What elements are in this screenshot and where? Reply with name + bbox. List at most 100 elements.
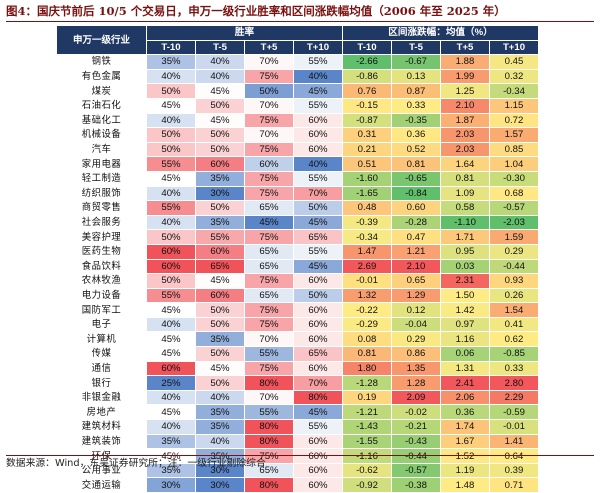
return-cell: 0.93 — [488, 273, 540, 289]
return-cell: -0.57 — [488, 200, 540, 216]
win-rate-cell: 75% — [244, 316, 294, 333]
win-rate-cell: 35% — [195, 214, 245, 231]
sub-header-win-tplus5: T+5 — [244, 39, 294, 56]
return-cell: 0.48 — [342, 200, 392, 216]
return-cell: 0.32 — [488, 68, 540, 85]
return-cell: 0.72 — [488, 112, 540, 129]
return-cell: 1.21 — [391, 243, 441, 260]
win-rate-cell: 70% — [244, 127, 294, 143]
industry-name: 家用电器 — [56, 156, 147, 172]
return-cell: 2.69 — [342, 258, 392, 275]
industry-name: 石油石化 — [56, 97, 147, 114]
win-rate-cell: 55% — [244, 404, 294, 421]
win-rate-cell: 50% — [146, 229, 196, 245]
return-cell: -1.28 — [342, 375, 392, 391]
win-rate-cell: 55% — [293, 170, 343, 187]
win-rate-cell: 50% — [146, 127, 196, 143]
win-rate-cell: 60% — [293, 331, 343, 348]
industry-name: 非银金融 — [56, 389, 147, 406]
win-rate-cell: 60% — [293, 360, 343, 377]
return-cell: 1.87 — [440, 112, 490, 129]
return-cell: -0.01 — [488, 419, 540, 435]
win-rate-cell: 40% — [195, 68, 245, 85]
return-cell: 2.06 — [440, 389, 490, 406]
return-cell: 1.04 — [488, 156, 540, 172]
table-row: 计算机 45% 35% 70% 60% 0.08 0.29 1.16 0.62 — [56, 331, 540, 348]
table-row: 农林牧渔 50% 45% 75% 60% -0.01 0.65 2.31 0.93 — [56, 273, 540, 289]
return-cell: 0.60 — [391, 200, 441, 216]
win-rate-cell: 70% — [244, 331, 294, 348]
return-cell: -1.16 — [342, 448, 392, 464]
industry-name: 建筑材料 — [56, 419, 147, 435]
industry-name: 美容护理 — [56, 229, 147, 245]
win-rate-cell: 75% — [244, 273, 294, 289]
win-rate-cell: 40% — [146, 316, 196, 333]
win-rate-cell: 50% — [146, 83, 196, 99]
industry-name: 汽车 — [56, 141, 147, 158]
return-cell: 0.76 — [342, 83, 392, 99]
return-cell: 2.29 — [488, 389, 540, 406]
win-rate-cell: 35% — [195, 419, 245, 435]
return-cell: 0.87 — [391, 83, 441, 99]
win-rate-cell: 70% — [244, 389, 294, 406]
win-rate-cell: 55% — [293, 54, 343, 70]
return-cell: 1.48 — [440, 477, 490, 493]
win-rate-cell: 55% — [146, 287, 196, 304]
win-rate-cell: 45% — [146, 346, 196, 362]
table-row: 机械设备 50% 50% 70% 60% 0.31 0.36 2.03 1.57 — [56, 127, 540, 143]
win-rate-cell: 40% — [195, 54, 245, 70]
win-rate-cell: 65% — [293, 346, 343, 362]
return-cell: 0.31 — [342, 127, 392, 143]
return-cell: 2.41 — [440, 375, 490, 391]
return-cell: 0.58 — [440, 200, 490, 216]
win-rate-cell: 55% — [293, 419, 343, 435]
win-rate-cell: 75% — [244, 68, 294, 85]
win-rate-cell: 60% — [146, 360, 196, 377]
return-cell: 1.28 — [391, 375, 441, 391]
win-rate-cell: 80% — [244, 477, 294, 493]
industry-name: 传媒 — [56, 346, 147, 362]
return-cell: 1.41 — [488, 433, 540, 450]
win-rate-cell: 40% — [146, 214, 196, 231]
industry-name: 商贸零售 — [56, 200, 147, 216]
return-cell: 0.81 — [342, 346, 392, 362]
win-rate-cell: 65% — [244, 258, 294, 275]
return-cell: 1.57 — [488, 127, 540, 143]
win-rate-cell: 80% — [244, 433, 294, 450]
win-rate-cell: 75% — [244, 170, 294, 187]
return-cell: 0.81 — [440, 170, 490, 187]
win-rate-cell: 55% — [146, 200, 196, 216]
return-cell: -0.22 — [342, 302, 392, 318]
industry-name: 通信 — [56, 360, 147, 377]
return-cell: -0.67 — [391, 54, 441, 70]
return-cell: -0.85 — [488, 346, 540, 362]
return-cell: -0.34 — [342, 229, 392, 245]
win-rate-cell: 70% — [244, 97, 294, 114]
table-row: 传媒 45% 50% 55% 65% 0.81 0.86 0.06 -0.85 — [56, 346, 540, 362]
industry-name: 电子 — [56, 316, 147, 333]
return-cell: 0.52 — [391, 141, 441, 158]
return-cell: 1.52 — [440, 448, 490, 464]
sub-header-ret-tminus10: T-10 — [342, 39, 392, 56]
industry-name: 电力设备 — [56, 287, 147, 304]
win-rate-cell: 70% — [293, 375, 343, 391]
industry-name: 计算机 — [56, 331, 147, 348]
win-rate-cell: 45% — [146, 331, 196, 348]
win-rate-cell: 60% — [293, 462, 343, 479]
return-cell: 1.47 — [342, 243, 392, 260]
industry-name: 纺织服饰 — [56, 185, 147, 202]
table-body: 钢铁 35% 40% 70% 55% -2.66 -0.67 1.88 0.45 有色金属 40% 4… — [56, 54, 540, 493]
return-cell: -1.60 — [342, 170, 392, 187]
sub-header-win-tminus5: T-5 — [195, 39, 245, 56]
industry-name: 农林牧渔 — [56, 273, 147, 289]
return-cell: -2.03 — [488, 214, 540, 231]
table-row: 医药生物 60% 60% 65% 55% 1.47 1.21 0.95 0.29 — [56, 243, 540, 260]
return-cell: 1.35 — [391, 360, 441, 377]
win-rate-cell: 35% — [146, 462, 196, 479]
return-cell: 0.29 — [391, 331, 441, 348]
industry-name: 基础化工 — [56, 112, 147, 129]
table-row: 通信 60% 45% 75% 60% 1.80 1.35 1.31 0.33 — [56, 360, 540, 377]
win-rate-cell: 50% — [195, 375, 245, 391]
return-cell: -0.39 — [342, 214, 392, 231]
win-rate-cell: 40% — [293, 68, 343, 85]
